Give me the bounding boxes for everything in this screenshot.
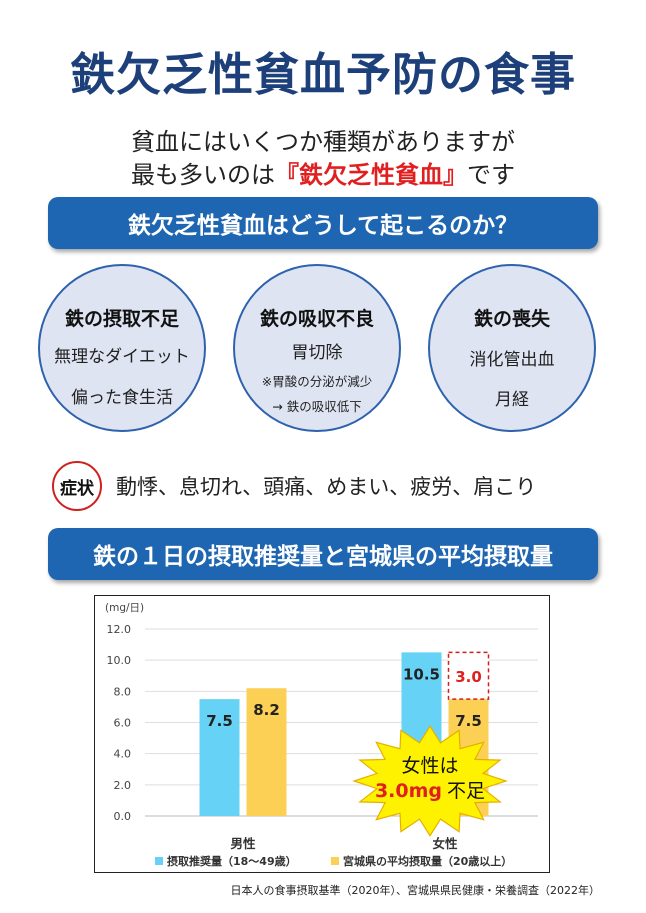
- page-title: 鉄欠乏性貧血予防の食事: [69, 48, 576, 101]
- cause-title: 鉄の吸収不良: [259, 308, 374, 330]
- bar-value-label: 8.2: [253, 701, 280, 719]
- y-tick-label: 2.0: [114, 779, 132, 792]
- legend-swatch: [155, 857, 163, 865]
- x-category-label: 男性: [230, 836, 256, 851]
- bar-value-label: 7.5: [455, 712, 482, 730]
- callout-line-2: 3.0mg 不足: [375, 780, 485, 802]
- y-tick-label: 8.0: [114, 685, 132, 698]
- cause-title: 鉄の摂取不足: [64, 308, 179, 330]
- y-tick-label: 6.0: [114, 717, 132, 730]
- cause-section-heading: 鉄欠乏性貧血はどうして起こるのか？: [48, 197, 598, 249]
- intro-line-2: 最も多いのは『鉄欠乏性貧血』です: [0, 155, 646, 190]
- shortfall-value-label: 3.0: [455, 668, 482, 686]
- intro-line-1: 貧血にはいくつか種類がありますが: [131, 128, 515, 156]
- bar-value-label: 10.5: [403, 665, 440, 683]
- x-category-label: 女性: [432, 836, 458, 851]
- callout-line-1: 女性は: [401, 755, 458, 777]
- iron-intake-chart: (mg/日) 0.0 2.0 4.0 6.0 8.0 10.0 12.0 7.5 8.2 男性 1…: [94, 595, 550, 873]
- cause-item: 無理なダイエット: [54, 347, 190, 367]
- cause-note: → 鉄の吸収低下: [272, 399, 362, 414]
- cause-item: 消化管出血: [469, 350, 555, 370]
- legend-label: 宮城県の平均摂取量（20歳以上）: [343, 854, 512, 868]
- intro-suffix: です: [467, 161, 515, 189]
- y-unit-label: (mg/日): [105, 602, 144, 614]
- shortfall-box: [447, 651, 490, 700]
- cause-note: ※胃酸の分泌が減少: [261, 374, 373, 389]
- starburst-shape: [352, 725, 508, 837]
- callout-highlight: 3.0mg: [375, 780, 442, 802]
- cause-item: 月経: [495, 390, 529, 410]
- bar-value-label: 7.5: [206, 712, 233, 730]
- symptom-list: 動悸、息切れ、頭痛、めまい、疲労、肩こり: [116, 475, 537, 499]
- y-tick-label: 4.0: [114, 748, 132, 761]
- source-citation: 日本人の食事摂取基準（2020年）、宮城県県民健康・栄養調査（2022年）: [230, 884, 601, 897]
- legend-label: 摂取推奨量（18～49歳）: [167, 854, 297, 868]
- y-tick-label: 10.0: [107, 654, 132, 667]
- cause-item: 偏った食生活: [71, 388, 173, 408]
- legend-swatch: [331, 857, 339, 865]
- bar: [246, 688, 287, 816]
- intro-highlight: 『鉄欠乏性貧血』: [275, 161, 467, 189]
- cause-item: 胃切除: [291, 343, 343, 363]
- symptom-badge: 症状: [52, 461, 102, 511]
- intake-section-heading: 鉄の１日の摂取推奨量と宮城県の平均摂取量: [48, 528, 598, 580]
- y-tick-label: 0.0: [114, 810, 132, 823]
- callout-suffix: 不足: [447, 780, 485, 802]
- shortfall-callout: 女性は 3.0mg 不足: [352, 725, 508, 837]
- cause-title: 鉄の喪失: [473, 308, 550, 330]
- cause-circle-intake: 鉄の摂取不足 無理なダイエット 偏った食生活: [38, 264, 206, 432]
- chart-canvas: (mg/日) 0.0 2.0 4.0 6.0 8.0 10.0 12.0 7.5 8.2 男性 1…: [105, 602, 538, 868]
- cause-circle-absorption: 鉄の吸収不良 胃切除 ※胃酸の分泌が減少 → 鉄の吸収低下: [233, 264, 401, 432]
- y-tick-label: 12.0: [107, 623, 132, 636]
- bar: [199, 699, 240, 816]
- cause-circle-loss: 鉄の喪失 消化管出血 月経: [428, 264, 596, 432]
- intro-prefix: 最も多いのは: [131, 161, 275, 189]
